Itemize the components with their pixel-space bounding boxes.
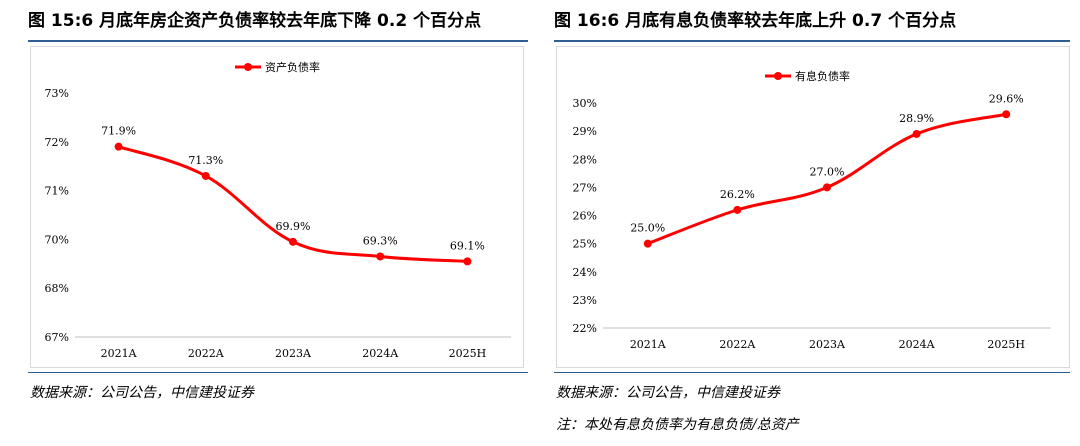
x-tick-label: 2022A: [719, 338, 756, 351]
source-note: 数据来源：公司公告，中信建投证券: [556, 385, 780, 401]
y-tick-label: 23%: [573, 294, 597, 307]
data-point: [823, 183, 831, 192]
data-point: [1002, 110, 1011, 119]
x-tick-label: 2025H: [449, 347, 487, 360]
legend-marker: [774, 72, 782, 80]
legend-marker: [244, 63, 252, 71]
figure-title: 图 15:6 月底年房企资产负债率较去年底下降 0.2 个百分点: [28, 11, 482, 31]
data-label: 69.9%: [276, 220, 311, 233]
title-rule: [28, 40, 528, 42]
y-tick-label: 24%: [573, 266, 597, 279]
series-line: [647, 112, 1007, 246]
x-tick-label: 2022A: [188, 347, 225, 360]
source-rule: [554, 372, 1070, 373]
y-tick-label: 26%: [573, 210, 597, 223]
y-tick-label: 25%: [573, 238, 597, 251]
data-point: [376, 252, 385, 261]
source-note: 数据来源：公司公告，中信建投证券: [30, 385, 254, 401]
x-tick-label: 2021A: [101, 347, 138, 360]
chart-frame: 67% 68% 70% 71% 72% 73% 2021A 2022A 2023A 2024A 20…: [30, 46, 524, 368]
data-point: [201, 171, 210, 180]
y-tick-label: 72%: [45, 136, 69, 149]
y-tick-label: 29%: [573, 125, 597, 138]
y-tick-label: 73%: [45, 87, 69, 100]
x-tick-label: 2021A: [630, 338, 667, 351]
data-point: [289, 237, 297, 246]
legend-label: 有息负债率: [795, 69, 850, 83]
x-tick-label: 2025H: [987, 338, 1025, 351]
title-rule: [554, 40, 1070, 42]
debt-ratio-chart: 67% 68% 70% 71% 72% 73% 2021A 2022A 2023A 2024A 20…: [45, 60, 511, 360]
data-label: 71.9%: [101, 125, 136, 138]
data-point: [114, 142, 123, 151]
data-label: 28.9%: [899, 112, 934, 125]
chart-panel-left: 图 15:6 月底年房企资产负债率较去年底下降 0.2 个百分点 67% 68% 7…: [0, 0, 528, 446]
data-label: 69.1%: [450, 239, 485, 252]
data-point: [643, 239, 652, 248]
x-tick-label: 2024A: [899, 338, 936, 351]
y-tick-label: 67%: [45, 331, 69, 344]
y-tick-label: 30%: [573, 97, 597, 110]
source-rule: [28, 372, 528, 373]
y-tick-label: 27%: [573, 181, 597, 194]
x-tick-label: 2023A: [809, 338, 846, 351]
y-tick-label: 71%: [45, 185, 69, 198]
x-tick-label: 2024A: [362, 347, 399, 360]
chart-frame: 22% 23% 24% 25% 26% 27% 28% 29% 30% 2021A 2022A 202…: [556, 46, 1070, 368]
definition-note: 注：本处有息负债率为有息负债/总资产: [556, 417, 799, 433]
y-tick-label: 22%: [573, 322, 597, 335]
data-point: [733, 205, 742, 214]
data-label: 27.0%: [810, 165, 845, 178]
legend-label: 资产负债率: [265, 60, 320, 74]
data-point: [463, 257, 472, 266]
data-point: [912, 129, 921, 138]
data-label: 29.6%: [989, 92, 1024, 105]
y-tick-label: 70%: [45, 233, 69, 246]
y-tick-label: 68%: [45, 282, 69, 295]
x-tick-label: 2023A: [275, 347, 312, 360]
chart-panel-right: 图 16:6 月底有息负债率较去年底上升 0.7 个百分点 22% 23% 24% 2…: [548, 0, 1080, 446]
data-label: 25.0%: [630, 222, 665, 235]
interest-debt-ratio-chart: 22% 23% 24% 25% 26% 27% 28% 29% 30% 2021A 2022A 202…: [573, 69, 1051, 351]
data-label: 71.3%: [188, 154, 223, 167]
data-label: 26.2%: [720, 188, 755, 201]
data-label: 69.3%: [363, 234, 398, 247]
figure-title: 图 16:6 月底有息负债率较去年底上升 0.7 个百分点: [554, 11, 957, 31]
y-tick-label: 28%: [573, 153, 597, 166]
